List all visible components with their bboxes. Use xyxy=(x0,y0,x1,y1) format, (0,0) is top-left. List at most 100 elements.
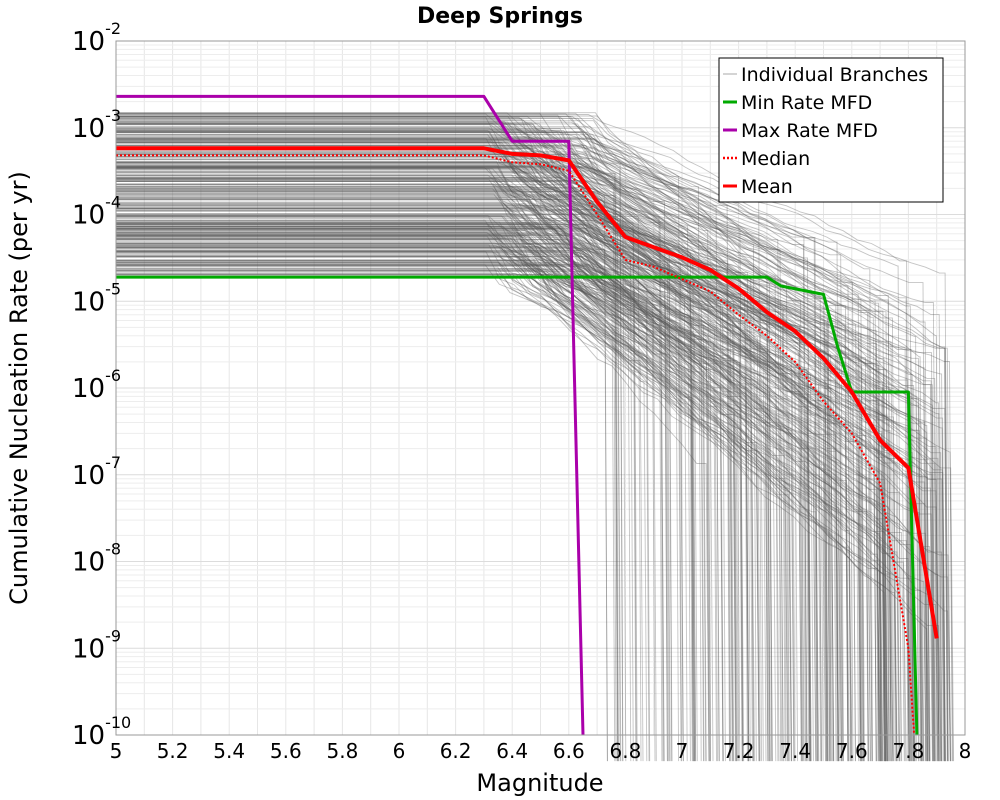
branch-line xyxy=(116,163,802,762)
branch-line xyxy=(116,231,849,762)
branch-line xyxy=(116,215,608,762)
branch-line xyxy=(116,217,912,762)
branch-line xyxy=(116,185,736,762)
branch-line xyxy=(116,241,887,762)
branch-line xyxy=(116,121,617,762)
branch-line xyxy=(116,269,939,762)
branch-line xyxy=(116,137,844,762)
branch-line xyxy=(116,205,817,762)
y-tick-exponent: -8 xyxy=(105,540,121,559)
branch-line xyxy=(116,268,942,762)
branch-line xyxy=(116,263,935,762)
branch-line xyxy=(116,259,707,762)
branch-line xyxy=(116,167,917,762)
branch-line xyxy=(116,268,891,762)
branch-line xyxy=(116,156,879,762)
branch-line xyxy=(116,153,914,762)
branch-line xyxy=(116,246,884,762)
branch-line xyxy=(116,130,937,762)
branch-line xyxy=(116,114,682,762)
branch-line xyxy=(116,209,718,762)
branch-line xyxy=(116,247,648,762)
branch-line xyxy=(116,195,935,762)
branch-line xyxy=(116,123,949,762)
series-min-rate-mfd xyxy=(116,275,919,736)
branch-line xyxy=(116,222,828,762)
branch-line xyxy=(116,207,933,762)
branch-line xyxy=(116,235,873,762)
y-tick-exponent: -7 xyxy=(105,453,121,472)
branch-line xyxy=(116,273,842,762)
branch-line xyxy=(116,167,770,762)
branch-line xyxy=(116,131,787,762)
branch-line xyxy=(116,149,810,762)
branch-line xyxy=(116,188,619,762)
x-axis-label: Magnitude xyxy=(476,769,603,797)
branch-line xyxy=(116,227,783,762)
branch-line xyxy=(116,215,803,762)
branch-line xyxy=(116,213,743,762)
branch-line xyxy=(116,116,828,762)
branch-line xyxy=(116,135,892,762)
branch-line xyxy=(116,172,880,762)
branch-line xyxy=(116,187,865,762)
branch-line xyxy=(116,259,760,762)
branch-line xyxy=(116,221,928,762)
branch-line xyxy=(116,261,850,762)
legend-label: Individual Branches xyxy=(741,64,928,86)
branch-line xyxy=(116,254,789,762)
series-lines xyxy=(116,94,939,736)
branch-line xyxy=(116,152,915,762)
branch-line xyxy=(116,177,627,762)
branch-line xyxy=(116,159,940,762)
branch-line xyxy=(116,178,796,762)
branch-line xyxy=(116,131,618,762)
branch-line xyxy=(116,130,955,762)
branch-line xyxy=(116,115,936,762)
branch-line xyxy=(116,148,744,762)
branch-line xyxy=(116,210,828,762)
branch-line xyxy=(116,151,892,762)
branch-line xyxy=(116,139,874,762)
branch-line xyxy=(116,215,835,762)
branch-line xyxy=(116,233,889,762)
branch-line xyxy=(116,156,931,762)
branch-line xyxy=(116,189,916,762)
branch-line xyxy=(116,270,898,762)
branch-line xyxy=(116,162,831,762)
series-median xyxy=(116,154,916,736)
branch-line xyxy=(116,225,840,762)
branch-line xyxy=(116,225,897,762)
branch-line xyxy=(116,123,829,762)
branch-line xyxy=(116,154,912,762)
branch-line xyxy=(116,221,695,762)
branch-line xyxy=(116,116,761,762)
branch-line xyxy=(116,223,940,762)
branch-line xyxy=(116,167,928,762)
branch-line xyxy=(116,117,702,762)
branch-line xyxy=(116,190,751,762)
branch-line xyxy=(116,214,894,762)
branch-line xyxy=(116,121,811,762)
branch-line xyxy=(116,121,832,762)
y-tick-exponent: -5 xyxy=(105,279,121,298)
branch-line xyxy=(116,223,900,762)
branch-line xyxy=(116,200,862,762)
branch-line xyxy=(116,133,890,762)
x-tick-label: 6 xyxy=(393,739,406,763)
y-tick-exponent: -10 xyxy=(105,713,131,732)
branch-line xyxy=(116,178,936,762)
branch-line xyxy=(116,153,799,762)
branch-line xyxy=(116,199,730,762)
branch-line xyxy=(116,170,856,762)
branch-line xyxy=(116,162,705,762)
branch-line xyxy=(116,131,771,762)
branch-line xyxy=(116,270,773,762)
x-tick-label: 5 xyxy=(110,739,123,763)
branch-line xyxy=(116,113,807,762)
branch-line xyxy=(116,262,921,762)
branch-line xyxy=(116,198,952,762)
branch-line xyxy=(116,210,831,762)
x-tick-label: 7 xyxy=(676,739,689,763)
